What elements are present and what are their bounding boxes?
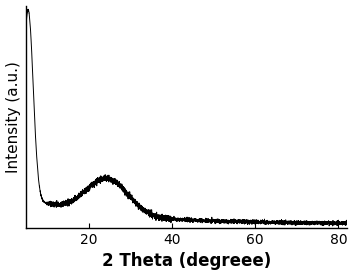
X-axis label: 2 Theta (degreee): 2 Theta (degreee) [102,253,271,270]
Y-axis label: Intensity (a.u.): Intensity (a.u.) [6,61,21,173]
